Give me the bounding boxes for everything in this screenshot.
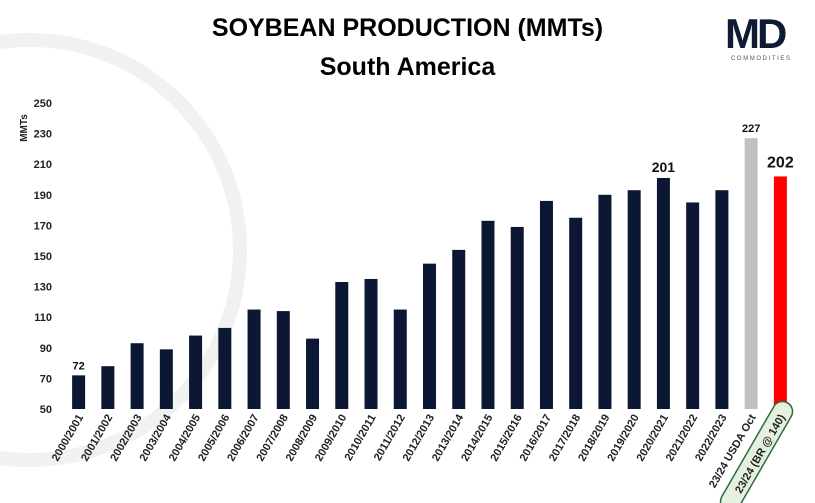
bar bbox=[101, 366, 115, 409]
bar bbox=[364, 278, 378, 409]
y-axis-label: MMTs bbox=[19, 114, 30, 142]
bar bbox=[189, 335, 203, 409]
y-tick-label: 130 bbox=[34, 282, 52, 294]
bar bbox=[686, 202, 700, 409]
logo-tagline: COMMODITIES bbox=[731, 56, 792, 62]
bar bbox=[598, 194, 612, 409]
y-tick-label: 110 bbox=[34, 312, 52, 324]
bar bbox=[159, 349, 173, 409]
bar bbox=[423, 263, 436, 409]
bar bbox=[130, 343, 144, 409]
bar bbox=[481, 220, 495, 409]
chart-subtitle: South America bbox=[319, 53, 496, 81]
chart-title: SOYBEAN PRODUCTION (MMTs) bbox=[211, 14, 604, 42]
logo-mark: MD bbox=[725, 10, 787, 57]
bar bbox=[276, 311, 290, 409]
data-label: 72 bbox=[72, 360, 84, 372]
data-labels: 72 201 227 202 bbox=[72, 123, 793, 372]
bar bbox=[452, 249, 466, 409]
bar bbox=[744, 138, 758, 409]
y-tick-label: 190 bbox=[34, 190, 52, 202]
bar bbox=[335, 282, 349, 409]
bar bbox=[393, 309, 407, 409]
bar bbox=[247, 309, 261, 409]
x-tick-highlight-oval bbox=[719, 400, 794, 503]
background-globe-decoration bbox=[0, 33, 247, 467]
md-commodities-logo: MD COMMODITIES bbox=[725, 8, 805, 68]
bar-series bbox=[72, 138, 787, 409]
bar bbox=[656, 177, 670, 409]
y-tick-label: 250 bbox=[34, 98, 52, 110]
y-tick-label: 230 bbox=[34, 129, 52, 141]
y-tick-label: 210 bbox=[34, 159, 52, 171]
bar bbox=[627, 190, 641, 409]
bar bbox=[715, 190, 729, 409]
bar bbox=[510, 226, 524, 409]
bar bbox=[773, 176, 787, 409]
data-label: 227 bbox=[742, 123, 760, 135]
y-tick-label: 150 bbox=[34, 251, 52, 263]
data-label: 201 bbox=[652, 159, 676, 175]
bar bbox=[569, 217, 583, 409]
bar bbox=[539, 200, 553, 409]
bar bbox=[306, 338, 320, 409]
y-tick-label: 170 bbox=[34, 220, 52, 232]
y-axis: 50 70 90 110 130 150 170 190 210 230 250 MMTs bbox=[19, 98, 52, 416]
bar bbox=[218, 327, 232, 409]
y-tick-label: 90 bbox=[40, 343, 52, 355]
bar bbox=[72, 375, 86, 409]
y-tick-label: 70 bbox=[40, 373, 52, 385]
data-label: 202 bbox=[767, 154, 794, 171]
y-tick-label: 50 bbox=[40, 404, 52, 416]
